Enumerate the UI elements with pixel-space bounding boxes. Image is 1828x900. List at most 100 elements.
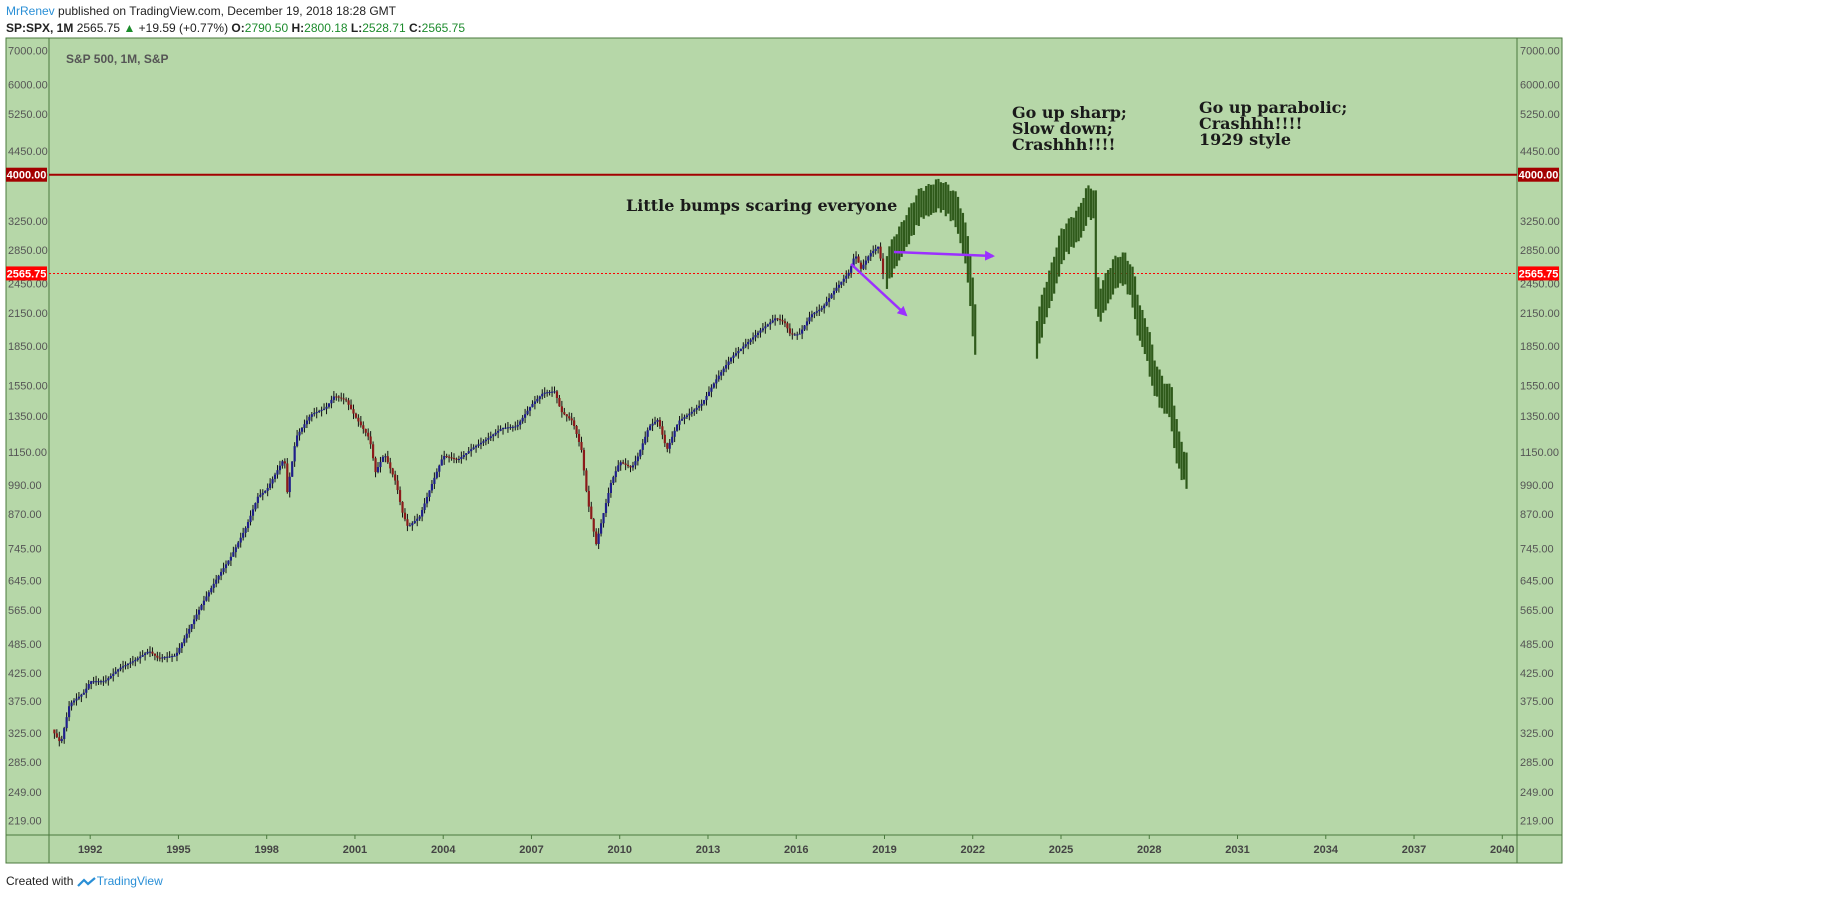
x-tick-label: 2001 [343,844,367,856]
candle-body [879,246,882,259]
candle-body [53,729,56,734]
candle-body [815,311,818,313]
candle-body [776,318,779,320]
candle-body [215,579,218,584]
candle-body [771,320,774,323]
y-tick-label-right: 375.00 [1520,696,1554,708]
candle-body [455,458,458,460]
candle-body [820,308,823,310]
y-tick-label-left: 6000.00 [8,80,48,92]
candle-body [450,457,453,459]
candle-body [170,656,174,658]
candle-body [408,525,411,527]
y-tick-label-right: 1150.00 [1520,447,1559,459]
tradingview-brand: TradingView [96,874,163,888]
candle-body [447,456,451,458]
candle-body [354,413,358,418]
candle-body [599,523,603,534]
candle-body [573,420,576,427]
candle-body [335,396,338,398]
close-label: C: [408,21,422,35]
candle-body [259,494,262,497]
candle-body [688,413,691,416]
candle-body [614,471,617,478]
y-tick-label-left: 1150.00 [8,447,47,459]
tradingview-logo[interactable]: TradingView [76,874,163,888]
candle-body [835,287,838,291]
annotation-go-up-parabolic: 1929 style [1199,130,1291,149]
candle-body [656,419,659,422]
author-link[interactable]: MrRenev [6,4,55,18]
candle-body [239,537,242,543]
x-tick-label: 2019 [872,844,896,856]
candle-body [85,688,88,693]
candle-body [180,643,183,648]
y-tick-label-right: 2850.00 [1520,245,1560,257]
candle-body [313,413,316,415]
y-tick-label-right: 3250.00 [1520,216,1560,228]
candle-body [837,284,840,288]
candle-body [727,361,730,366]
candle-body [256,496,259,504]
candle-body [440,459,443,466]
candle-body [543,392,546,394]
candle-body [514,426,517,428]
y-tick-label-left: 425.00 [8,668,42,680]
price-badge-right [1518,266,1559,281]
candle-body [479,442,483,445]
y-tick-label-left: 325.00 [8,728,42,740]
candle-body [805,321,809,326]
candle-body [698,405,701,408]
candle-body [859,262,863,269]
candle-body [742,346,745,349]
candle-body [58,737,61,742]
x-tick-label: 1995 [166,844,190,856]
candle-body [702,400,706,404]
candle-body [134,659,137,662]
candle-body [482,441,485,443]
candle-body [516,424,519,427]
candle-body [653,421,657,424]
candle-body [369,436,372,445]
candle-body [158,657,161,659]
candle-body [492,434,495,437]
y-tick-label-right: 1550.00 [1520,381,1560,393]
candle-body [769,322,772,325]
candle-body [396,480,399,491]
candle-body [146,651,149,654]
y-tick-label-left: 990.00 [8,480,42,492]
up-triangle-icon: ▲ [123,21,136,35]
candle-body [188,628,191,634]
candle-body [242,532,245,538]
candle-body [166,656,169,658]
candle-body [881,258,885,274]
annotation-little-bumps: Little bumps scaring everyone [626,196,897,215]
candle-body [830,294,833,299]
x-tick-label: 2028 [1137,844,1161,856]
candle-body [585,470,588,491]
candle-body [72,700,76,703]
open-label: O: [231,21,245,35]
x-tick-label: 2004 [431,844,456,856]
candle-body [874,248,877,251]
candle-body [55,733,58,738]
candle-body [298,431,301,436]
candle-body [161,657,164,659]
candle-body [70,702,73,707]
candle-body [737,350,740,354]
candle-body [840,281,843,285]
y-tick-label-right: 5250.00 [1520,109,1560,121]
candle-body [60,739,63,742]
candle-body [722,368,725,373]
y-tick-label-right: 870.00 [1520,509,1554,521]
candle-body [291,461,294,477]
candle-body [712,383,715,388]
candle-body [695,407,698,410]
candle-body [558,398,561,407]
candle-body [210,588,213,593]
candle-body [237,542,240,548]
x-tick-label: 2025 [1049,844,1073,856]
candle-body [783,321,787,324]
candle-body [112,673,115,676]
